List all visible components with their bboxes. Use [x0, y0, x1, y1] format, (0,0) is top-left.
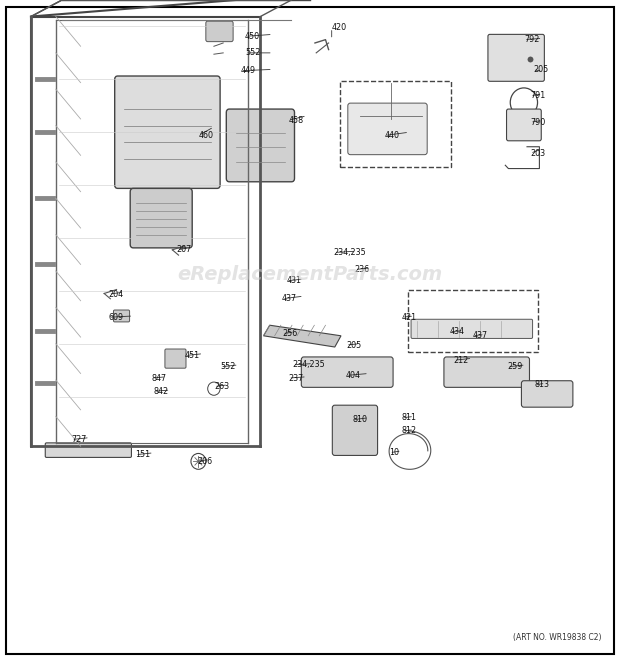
- Text: 842: 842: [154, 387, 169, 396]
- Text: 792: 792: [524, 35, 539, 44]
- Text: 263: 263: [214, 382, 229, 391]
- Text: 458: 458: [288, 116, 303, 125]
- Text: 450: 450: [245, 32, 260, 41]
- Text: 812: 812: [402, 426, 417, 436]
- Text: 256: 256: [282, 329, 298, 338]
- Text: 791: 791: [530, 91, 546, 100]
- Text: 449: 449: [241, 66, 255, 75]
- Text: 431: 431: [286, 276, 301, 286]
- FancyBboxPatch shape: [507, 109, 541, 141]
- FancyBboxPatch shape: [488, 34, 544, 81]
- FancyBboxPatch shape: [332, 405, 378, 455]
- Text: 440: 440: [384, 131, 399, 140]
- Text: 434: 434: [450, 327, 464, 336]
- Polygon shape: [264, 325, 341, 347]
- Text: 421: 421: [402, 313, 417, 322]
- Text: 790: 790: [530, 118, 546, 127]
- Text: 207: 207: [177, 245, 192, 254]
- Text: 234,235: 234,235: [334, 248, 366, 257]
- Text: 237: 237: [288, 373, 304, 383]
- Text: 206: 206: [197, 457, 212, 466]
- Text: 460: 460: [198, 131, 213, 140]
- Text: 847: 847: [152, 373, 167, 383]
- Text: 205: 205: [346, 340, 361, 350]
- Text: 10: 10: [389, 448, 399, 457]
- FancyBboxPatch shape: [206, 21, 233, 42]
- Text: 203: 203: [530, 149, 545, 158]
- FancyBboxPatch shape: [113, 310, 130, 322]
- Bar: [340, 81, 451, 167]
- Text: 151: 151: [135, 450, 150, 459]
- Text: 204: 204: [108, 290, 123, 299]
- FancyBboxPatch shape: [226, 109, 294, 182]
- Text: 451: 451: [185, 351, 200, 360]
- Text: 552: 552: [245, 48, 260, 58]
- Text: 437: 437: [472, 331, 487, 340]
- Text: 259: 259: [507, 362, 523, 371]
- FancyBboxPatch shape: [301, 357, 393, 387]
- Text: 420: 420: [332, 23, 347, 32]
- FancyBboxPatch shape: [115, 76, 220, 188]
- Text: 234,235: 234,235: [293, 360, 326, 369]
- FancyBboxPatch shape: [521, 381, 573, 407]
- Text: 609: 609: [108, 313, 123, 322]
- Text: 552: 552: [220, 362, 236, 371]
- Text: (ART NO. WR19838 C2): (ART NO. WR19838 C2): [513, 633, 601, 642]
- FancyBboxPatch shape: [444, 357, 529, 387]
- Text: 810: 810: [352, 415, 367, 424]
- FancyBboxPatch shape: [411, 319, 533, 338]
- Text: 813: 813: [534, 380, 549, 389]
- Text: 236: 236: [355, 265, 370, 274]
- FancyBboxPatch shape: [348, 103, 427, 155]
- Text: 205: 205: [533, 65, 549, 74]
- Text: eReplacementParts.com: eReplacementParts.com: [177, 265, 443, 284]
- Text: 404: 404: [346, 371, 361, 380]
- Text: 727: 727: [71, 435, 87, 444]
- FancyBboxPatch shape: [165, 349, 186, 368]
- Bar: [408, 290, 538, 352]
- Text: 212: 212: [454, 356, 469, 365]
- FancyBboxPatch shape: [45, 443, 131, 457]
- Text: 811: 811: [402, 413, 417, 422]
- Text: 437: 437: [282, 294, 297, 303]
- FancyBboxPatch shape: [130, 188, 192, 248]
